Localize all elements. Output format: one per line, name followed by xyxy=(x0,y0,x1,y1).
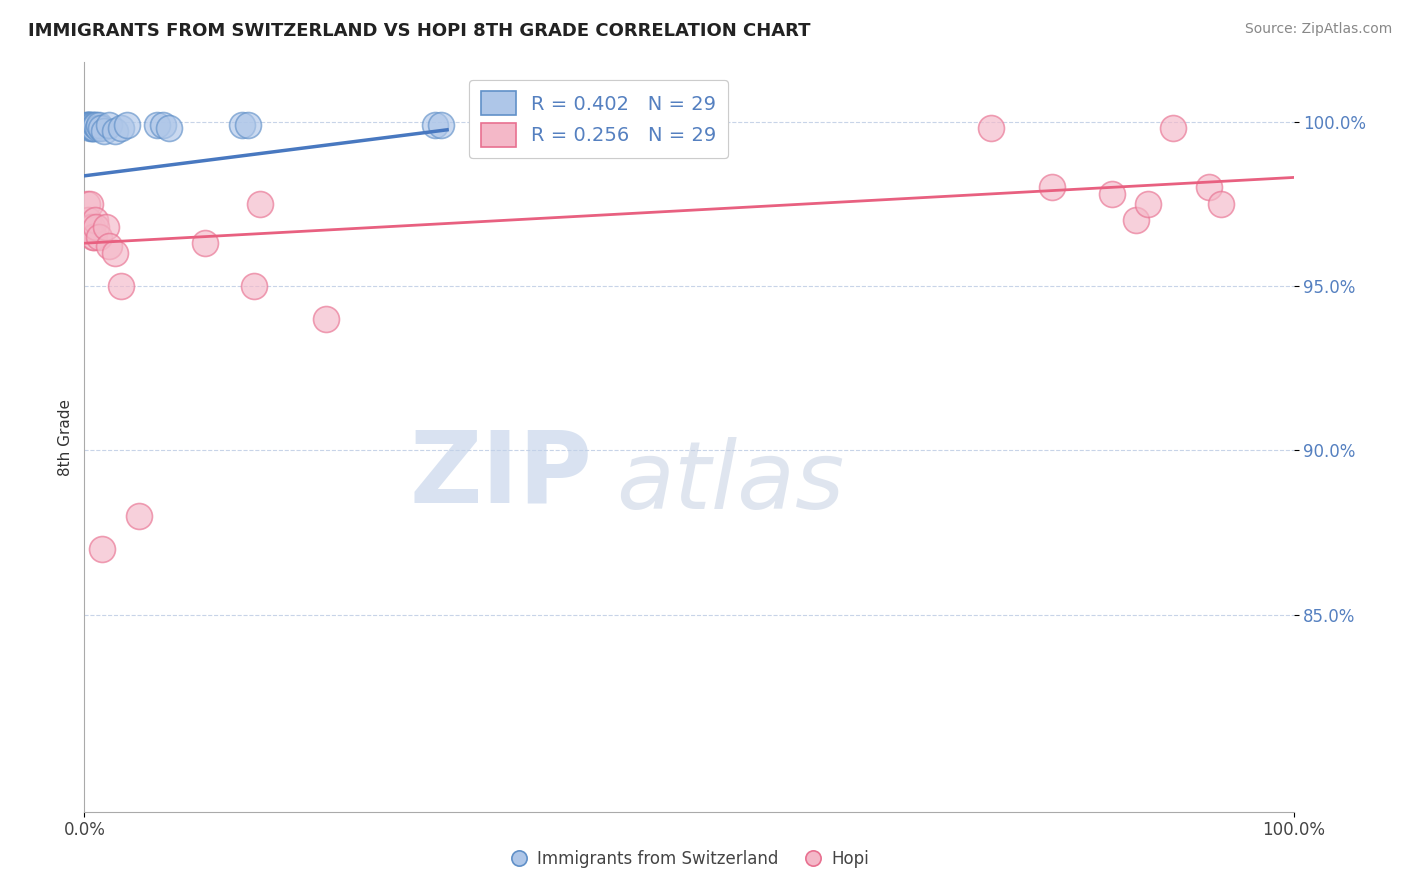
Point xyxy=(82,229,104,244)
Point xyxy=(84,213,107,227)
Point xyxy=(83,121,105,136)
Legend: R = 0.402   N = 29, R = 0.256   N = 29: R = 0.402 N = 29, R = 0.256 N = 29 xyxy=(470,79,728,158)
Point xyxy=(231,118,253,132)
Text: Source: ZipAtlas.com: Source: ZipAtlas.com xyxy=(1244,22,1392,37)
Point xyxy=(76,118,98,132)
Point xyxy=(91,541,114,556)
Point xyxy=(157,121,180,136)
Text: IMMIGRANTS FROM SWITZERLAND VS HOPI 8TH GRADE CORRELATION CHART: IMMIGRANTS FROM SWITZERLAND VS HOPI 8TH … xyxy=(28,22,811,40)
Point xyxy=(87,118,110,132)
Y-axis label: 8th Grade: 8th Grade xyxy=(58,399,73,475)
Point xyxy=(87,229,110,244)
Point xyxy=(97,239,120,253)
Point xyxy=(1137,196,1160,211)
Point xyxy=(77,118,100,132)
Point xyxy=(1125,213,1147,227)
Text: ZIP: ZIP xyxy=(409,426,592,523)
Point xyxy=(152,118,174,132)
Point xyxy=(75,219,97,234)
Point xyxy=(423,118,446,132)
Point xyxy=(1161,121,1184,136)
Point xyxy=(128,508,150,523)
Point xyxy=(194,236,217,251)
Point xyxy=(79,121,101,136)
Point xyxy=(1209,196,1232,211)
Point xyxy=(1040,180,1063,194)
Point xyxy=(146,118,169,132)
Point xyxy=(90,121,112,136)
Point xyxy=(1198,180,1220,194)
Point xyxy=(104,246,127,260)
Point xyxy=(80,118,103,132)
Text: atlas: atlas xyxy=(616,436,845,527)
Point xyxy=(980,121,1002,136)
Point xyxy=(110,279,132,293)
Point xyxy=(80,219,103,234)
Point xyxy=(79,196,101,211)
Point xyxy=(76,196,98,211)
Point xyxy=(84,118,107,132)
Point xyxy=(77,219,100,234)
Point xyxy=(86,121,108,136)
Point xyxy=(80,121,103,136)
Point xyxy=(83,229,105,244)
Point xyxy=(79,118,101,132)
Point xyxy=(75,118,97,132)
Legend: Immigrants from Switzerland, Hopi: Immigrants from Switzerland, Hopi xyxy=(502,844,876,875)
Point xyxy=(77,213,100,227)
Point xyxy=(86,219,108,234)
Point xyxy=(249,196,271,211)
Point xyxy=(242,279,264,293)
Point xyxy=(110,121,132,136)
Point xyxy=(104,124,127,138)
Point xyxy=(115,118,138,132)
Point xyxy=(1101,186,1123,201)
Point xyxy=(97,118,120,132)
Point xyxy=(315,311,337,326)
Point xyxy=(94,219,117,234)
Point xyxy=(236,118,259,132)
Point xyxy=(82,121,104,136)
Point xyxy=(82,118,104,132)
Point xyxy=(77,118,100,132)
Point xyxy=(430,118,453,132)
Point xyxy=(86,118,108,132)
Point xyxy=(93,124,115,138)
Point xyxy=(77,118,100,132)
